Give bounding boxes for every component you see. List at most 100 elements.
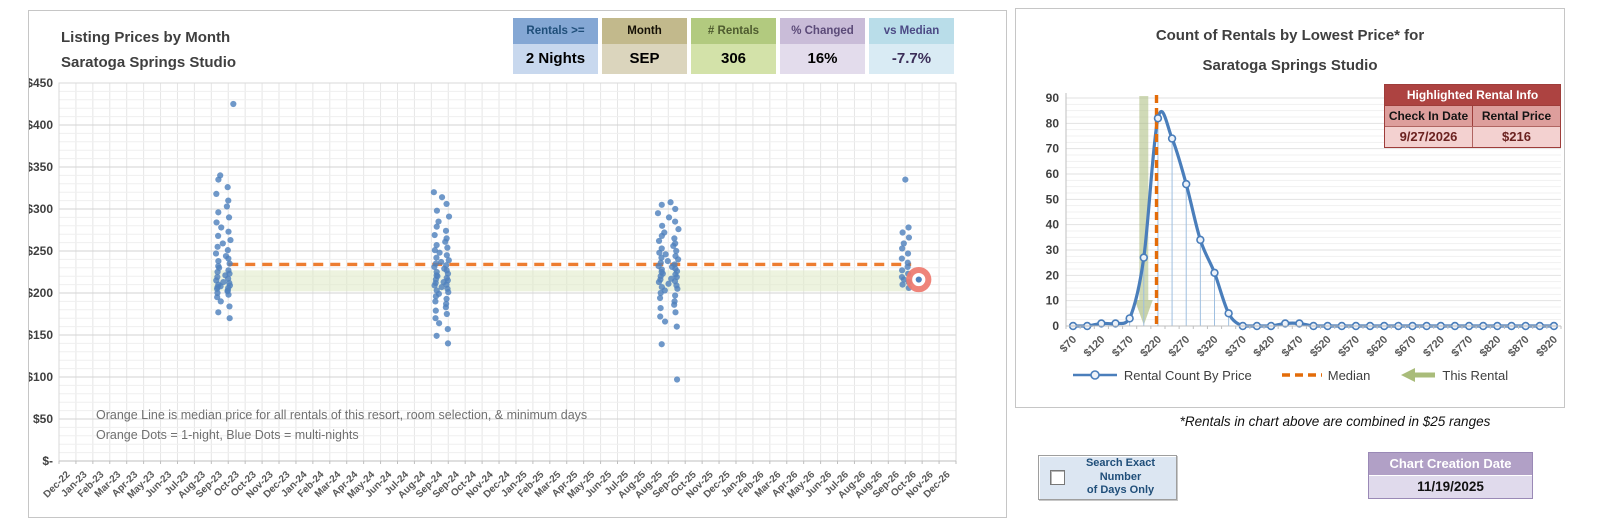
scatter-point	[435, 218, 442, 225]
scatter-point	[445, 213, 453, 220]
line-marker-icon	[1072, 370, 1117, 380]
x-axis-label: $420	[1251, 334, 1277, 360]
curve-marker	[1196, 235, 1205, 245]
scatter-point	[664, 257, 671, 265]
y-axis-label: 10	[1046, 294, 1060, 308]
highlighted-rental-dot	[915, 276, 922, 283]
left-chart-title: Listing Prices by Month Saratoga Springs…	[61, 25, 236, 75]
highlighted-rental-ring	[906, 266, 932, 293]
legend-median-label: Median	[1327, 367, 1371, 383]
curve-marker	[1182, 179, 1191, 189]
scatter-point	[898, 255, 905, 262]
scatter-point	[224, 184, 231, 191]
scatter-point	[661, 318, 669, 325]
y-axis-label: $100	[29, 370, 53, 384]
rental-count-panel: Count of Rentals by Lowest Price* for Sa…	[1015, 8, 1565, 408]
scatter-point	[215, 232, 222, 239]
scatter-point	[220, 278, 227, 286]
curve-marker	[1139, 253, 1148, 262]
scatter-point	[214, 273, 221, 281]
scatter-point	[433, 223, 440, 230]
scatter-point	[658, 341, 665, 348]
curve-marker	[1125, 314, 1134, 323]
scatter-point	[226, 260, 233, 267]
curve-marker	[1295, 319, 1304, 328]
listing-prices-panel: Listing Prices by Month Saratoga Springs…	[28, 10, 1007, 518]
y-axis-label: $250	[29, 244, 53, 258]
scatter-point	[438, 258, 445, 266]
scatter-point	[905, 234, 913, 241]
scatter-point	[226, 303, 233, 310]
y-axis-label: $300	[29, 202, 53, 216]
x-axis-label: $670	[1393, 334, 1419, 360]
chart-creation-date-value: 11/19/2025	[1369, 476, 1532, 498]
scatter-point	[899, 229, 906, 236]
stat-rental-count: # Rentals 306	[691, 18, 776, 74]
curve-marker	[1281, 319, 1290, 328]
scatter-point	[657, 313, 664, 320]
scatter-point	[445, 257, 452, 264]
x-axis-label: $870	[1506, 334, 1532, 360]
scatter-point	[662, 251, 669, 258]
scatter-point	[671, 261, 678, 268]
scatter-point	[665, 214, 673, 221]
stat-value: SEP	[602, 44, 687, 74]
rental-price-value: $216	[1473, 126, 1560, 147]
x-axis-label: $370	[1223, 334, 1249, 360]
scatter-point	[213, 219, 220, 226]
scatter-point	[218, 224, 225, 231]
scatter-point	[665, 280, 672, 287]
stat-value: 2 Nights	[513, 44, 598, 74]
scatter-point	[905, 224, 912, 231]
search-exact-days-checkbox[interactable]	[1050, 470, 1065, 485]
scatter-point	[217, 298, 224, 305]
stat-value: 16%	[780, 44, 865, 74]
chart-annotation: Orange Line is median price for all rent…	[96, 406, 587, 445]
left-chart-title-line1: Listing Prices by Month	[61, 29, 231, 46]
scatter-point	[668, 275, 675, 282]
this-rental-band	[1139, 96, 1149, 300]
scatter-point	[657, 305, 664, 312]
chart-creation-date-label: Chart Creation Date	[1369, 453, 1532, 476]
scatter-point	[433, 207, 441, 214]
scatter-point	[672, 309, 679, 316]
scatter-point	[675, 226, 682, 233]
scatter-point	[671, 298, 678, 305]
scatter-point	[438, 194, 446, 201]
scatter-point	[658, 284, 665, 291]
scatter-point	[436, 249, 443, 256]
scatter-point	[667, 199, 674, 206]
legend-rental-count: Rental Count By Price	[1072, 368, 1252, 383]
rental-price-header: Rental Price	[1473, 105, 1560, 126]
scatter-point	[225, 228, 232, 235]
price-range-footnote: *Rentals in chart above are combined in …	[1179, 414, 1491, 429]
stat-rentals-min-nights: Rentals >= 2 Nights	[513, 18, 598, 74]
scatter-point	[431, 247, 438, 254]
scatter-point	[900, 240, 907, 247]
scatter-point	[431, 231, 438, 239]
x-axis-label: $170	[1110, 334, 1136, 360]
scatter-point	[230, 100, 237, 108]
x-axis-label: $520	[1308, 334, 1334, 360]
x-axis-label: $570	[1336, 334, 1362, 360]
y-axis-label: 70	[1046, 142, 1060, 156]
scatter-point	[672, 218, 679, 225]
scatter-point	[432, 298, 439, 305]
scatter-point	[217, 172, 224, 179]
scatter-point	[433, 268, 440, 276]
x-axis-label: $270	[1167, 334, 1193, 360]
rental-table-title: Highlighted Rental Info	[1385, 85, 1560, 105]
scatter-point	[899, 281, 906, 288]
search-exact-days-label: Search Exact Number of Days Only	[1085, 457, 1156, 497]
y-axis-label: 50	[1046, 192, 1060, 206]
scatter-point	[433, 254, 440, 261]
search-exact-days-control[interactable]: Search Exact Number of Days Only	[1038, 455, 1177, 500]
x-axis-label: $820	[1478, 334, 1504, 360]
x-axis-label: $770	[1449, 334, 1475, 360]
scatter-point	[658, 254, 665, 261]
scatter-point	[443, 262, 450, 269]
scatter-point	[444, 340, 452, 347]
y-axis-label: $200	[29, 286, 53, 300]
check-in-date-value: 9/27/2026	[1385, 126, 1473, 147]
scatter-point	[443, 300, 450, 308]
